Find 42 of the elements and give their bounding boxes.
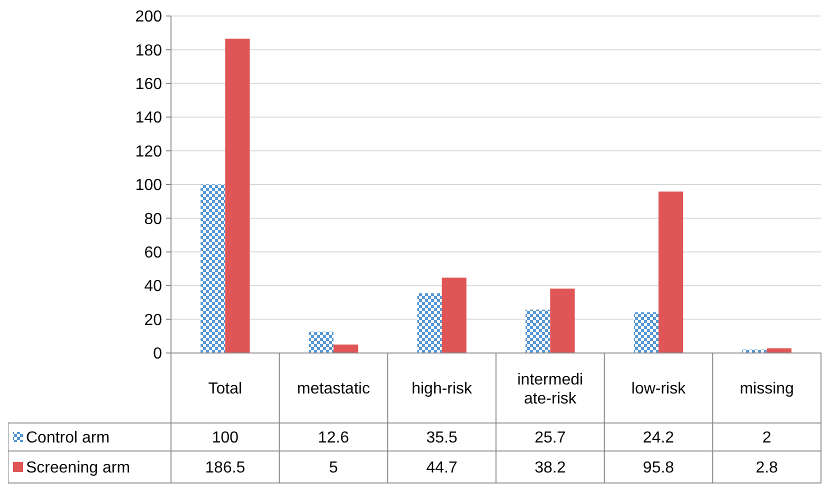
y-tick-label: 120 <box>135 143 162 160</box>
data-label: 95.8 <box>642 460 674 477</box>
y-tick-label: 200 <box>135 8 162 26</box>
bar <box>742 350 767 353</box>
y-tick-label: 80 <box>144 210 162 228</box>
y-tick-label: 20 <box>144 312 162 329</box>
data-label: 2.8 <box>756 460 778 477</box>
data-label: 24.2 <box>642 430 674 447</box>
bar <box>442 278 466 353</box>
data-label: 35.5 <box>426 430 458 447</box>
bar <box>658 192 684 353</box>
x-tick-label: missing <box>740 380 794 398</box>
data-label: 100 <box>212 430 239 447</box>
x-tick-label: metastatic <box>297 380 370 398</box>
data-label: 2 <box>762 430 772 447</box>
y-tick-label: 140 <box>135 110 162 127</box>
data-label: 38.2 <box>534 460 566 477</box>
data-label: 5 <box>329 460 338 477</box>
y-tick-label: 40 <box>144 278 162 296</box>
bar <box>417 293 442 353</box>
x-tick-label: high-risk <box>412 380 474 398</box>
y-tick-label: 100 <box>135 177 162 194</box>
y-tick-label: 180 <box>135 42 162 60</box>
x-tick-label: low-risk <box>631 380 687 398</box>
y-tick-label: 60 <box>144 244 162 262</box>
y-tick-label: 0 <box>153 346 162 363</box>
bar <box>225 38 250 353</box>
legend-label: Control arm <box>26 430 110 447</box>
legend-label: Screening arm <box>26 460 130 477</box>
bar <box>550 288 575 353</box>
data-label: 12.6 <box>318 430 350 447</box>
bar <box>308 332 334 353</box>
bar <box>200 184 226 353</box>
data-label: 186.5 <box>205 460 246 477</box>
bar <box>634 312 658 353</box>
bar <box>526 310 550 353</box>
x-tick-label: Total <box>208 380 242 398</box>
data-label: 25.7 <box>534 430 566 447</box>
bar <box>334 344 358 353</box>
x-tick-label: intermediate-risk <box>517 372 584 408</box>
y-tick-label: 160 <box>135 76 162 93</box>
data-label: 44.7 <box>426 460 458 477</box>
